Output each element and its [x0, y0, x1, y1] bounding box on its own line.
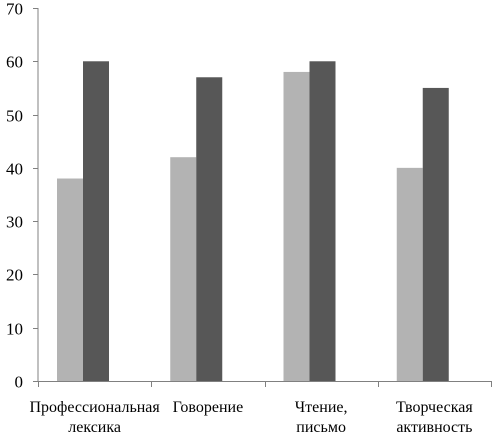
bar-series-1-cat-3 [283, 71, 310, 381]
x-tick-label: Говорение [173, 399, 244, 416]
x-tick-label: Чтение, письмо [295, 399, 348, 434]
y-tick-label: 30 [6, 213, 23, 232]
y-tick-label: 40 [6, 160, 23, 179]
y-axis: 0 10 20 30 40 50 60 70 [6, 0, 39, 392]
y-tick-label: 20 [6, 266, 23, 285]
bar-series-1-cat-2 [170, 157, 197, 381]
y-tick-label: 10 [6, 320, 23, 339]
x-axis: Профессиональная лексика Говорение Чтение, п… [29, 381, 492, 434]
x-tick-label: Профессиональная лексика [29, 399, 160, 434]
y-tick-label: 50 [6, 107, 23, 126]
bar-series-2-cat-1 [83, 61, 109, 382]
y-tick-label: 0 [15, 373, 24, 392]
y-tick-label: 70 [6, 0, 23, 19]
bar-series-2-cat-2 [196, 77, 223, 382]
bar-series-2-cat-3 [309, 61, 336, 382]
bars [57, 61, 449, 382]
bar-series-2-cat-4 [422, 87, 449, 381]
x-tick-label: Творческая активность [396, 399, 473, 434]
y-tick-label: 60 [6, 53, 23, 72]
bar-series-1-cat-1 [57, 178, 83, 381]
bar-series-1-cat-4 [396, 167, 423, 381]
